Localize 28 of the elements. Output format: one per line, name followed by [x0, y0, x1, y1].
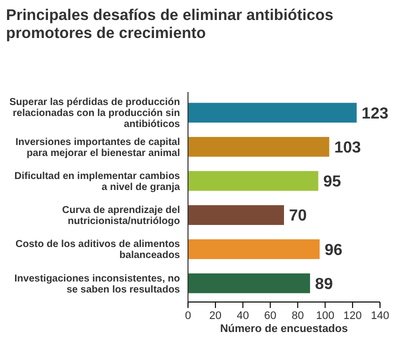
data-label: 95 — [323, 174, 342, 191]
y-tick-label: Curva de aprendizaje del nutricionista/nutriólogo — [62, 205, 180, 228]
x-tick-label: 80 — [292, 310, 304, 322]
data-label: 89 — [315, 276, 333, 293]
data-label: 96 — [324, 242, 343, 259]
x-tick-label: 120 — [343, 310, 362, 322]
x-tick-label: 0 — [184, 310, 192, 322]
x-tick-label: 60 — [264, 310, 276, 322]
x-axis-title: Número de encuestados — [220, 323, 348, 335]
bar — [188, 102, 357, 123]
chart-title: Principales desafíos de eliminar antibióticos promotores de crecimiento — [6, 7, 334, 42]
y-tick-label: Inversiones importantes de capital para mejorar el bienestar animal — [16, 136, 180, 159]
x-tick-label: 100 — [316, 310, 334, 322]
bar — [188, 171, 318, 191]
y-tick-label: Dificultad en implementar cambios a nivel de granja — [14, 170, 180, 193]
x-tick-label: 140 — [370, 310, 390, 322]
y-tick-label: Superar las pérdidas de producción relacionadas con la producción sin antibióticos — [9, 97, 180, 130]
bar — [188, 239, 320, 260]
bar — [188, 273, 310, 294]
data-label: 123 — [362, 105, 388, 122]
y-tick-label: Costo de los aditivos de alimentos balanceados — [16, 239, 180, 262]
x-tick-label: 20 — [209, 310, 222, 322]
y-tick-label: Investigaciones inconsistentes, no se saben los resultados — [14, 273, 180, 296]
data-label: 70 — [289, 208, 307, 225]
data-label: 103 — [334, 139, 362, 156]
x-tick-label: 40 — [236, 310, 249, 322]
bar — [188, 205, 284, 225]
bar — [188, 136, 330, 157]
